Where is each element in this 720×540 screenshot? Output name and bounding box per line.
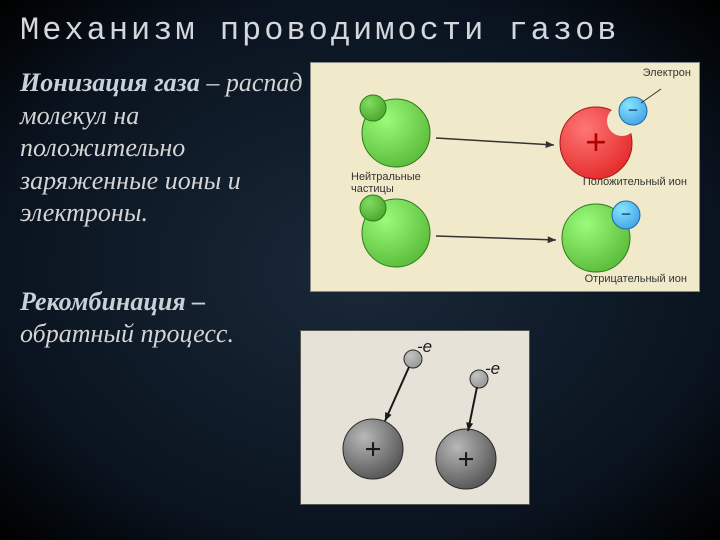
label-e1: -e [417, 337, 432, 357]
page-title: Механизм проводимости газов [0, 0, 720, 57]
recombination-term: Рекомбинация – [20, 287, 205, 316]
svg-text:+: + [364, 433, 381, 466]
svg-text:+: + [585, 122, 607, 164]
label-electron: Электрон [643, 67, 691, 79]
svg-text:−: − [621, 204, 631, 224]
svg-text:+: + [457, 443, 474, 476]
recombination-block: Рекомбинация – обратный процесс. [20, 286, 310, 351]
ionization-term: Ионизация газа [20, 68, 200, 97]
recombination-diagram: + + -e -e [300, 330, 530, 505]
label-pos-ion: Положительный ион [583, 176, 687, 188]
ionization-dash: – [200, 68, 226, 97]
ionization-diagram: + − − Электрон Нейтральные частицы Положит… [310, 62, 700, 292]
fig2-svg: + + [301, 331, 530, 505]
label-neg-ion: Отрицательный ион [585, 273, 687, 285]
svg-text:−: − [628, 100, 638, 120]
label-e2: -e [485, 359, 500, 379]
recombination-definition: обратный процесс. [20, 319, 234, 348]
ionization-block: Ионизация газа – распад молекул на полож… [20, 67, 310, 230]
label-neutral: Нейтральные частицы [351, 171, 451, 195]
